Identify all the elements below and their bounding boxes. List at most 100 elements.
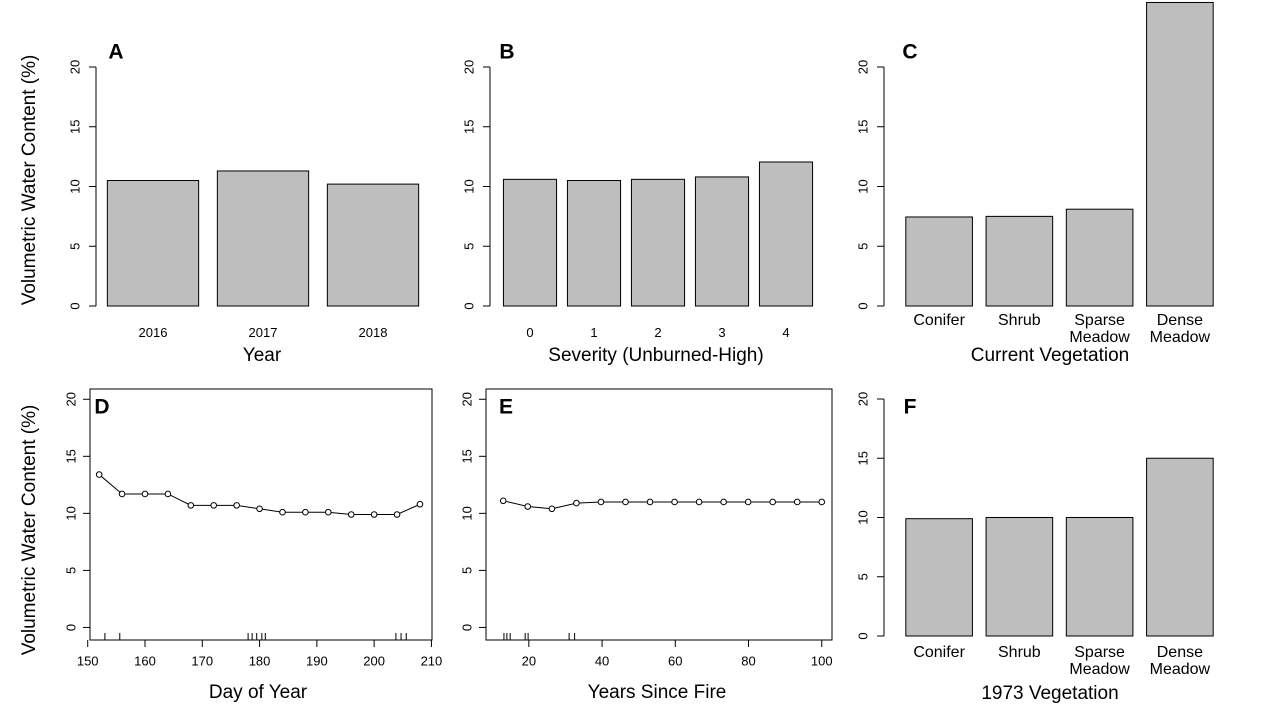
- y-tick-label: 15: [855, 451, 870, 465]
- y-tick-label: 15: [63, 449, 78, 463]
- y-tick-label: 10: [67, 179, 82, 193]
- panel-label: F: [904, 396, 917, 419]
- point: [573, 499, 580, 507]
- panel-label: B: [499, 41, 514, 64]
- y-tick-label: 5: [855, 243, 870, 250]
- x-tick-label: 0: [526, 325, 534, 340]
- point: [524, 503, 532, 510]
- point: [646, 498, 654, 506]
- x-tick-label: 200: [363, 653, 385, 668]
- y-tick-label: 10: [855, 179, 870, 193]
- x-tick-label: 3: [718, 325, 726, 340]
- x-tick-label: Conifer: [913, 644, 965, 661]
- point: [793, 498, 801, 506]
- bar: [1065, 517, 1134, 637]
- point: [671, 498, 678, 506]
- point: [302, 508, 309, 516]
- y-tick-label: 15: [461, 120, 476, 134]
- x-tick-label: 2: [654, 325, 662, 340]
- point: [187, 502, 195, 509]
- y-axis-title: Volumetric Water Content (%): [19, 55, 40, 306]
- point: [597, 498, 605, 506]
- x-tick-label: Sparse Meadow: [1069, 644, 1130, 678]
- bar: [905, 216, 973, 307]
- bar: [1065, 208, 1134, 307]
- x-tick-label: 2016: [138, 325, 168, 340]
- x-tick-label: 170: [191, 653, 213, 668]
- bar: [216, 170, 310, 307]
- x-tick-label: 100: [811, 653, 833, 668]
- point: [818, 498, 826, 506]
- y-tick-label: 5: [63, 567, 78, 574]
- point: [164, 490, 172, 498]
- point: [744, 498, 752, 506]
- x-axis-title: Years Since Fire: [588, 682, 727, 703]
- x-tick-label: 40: [595, 653, 609, 668]
- y-tick-label: 5: [461, 243, 476, 250]
- bar: [985, 215, 1054, 307]
- bar: [758, 161, 814, 307]
- x-tick-label: 60: [668, 653, 682, 668]
- point: [622, 498, 629, 506]
- y-tick-label: 0: [855, 632, 870, 639]
- bar: [502, 178, 558, 307]
- bar: [1146, 457, 1214, 637]
- y-tick-label: 10: [63, 506, 78, 520]
- bar: [106, 180, 200, 307]
- y-tick-label: 5: [855, 573, 870, 580]
- panel-label: D: [94, 396, 109, 419]
- line: [503, 500, 822, 510]
- x-tick-label: 80: [741, 653, 755, 668]
- point: [499, 497, 507, 505]
- y-tick-label: 20: [67, 60, 82, 74]
- point: [256, 505, 263, 513]
- x-tick-label: 4: [782, 325, 790, 340]
- y-tick-label: 0: [855, 302, 870, 309]
- y-tick-label: 20: [855, 392, 870, 406]
- y-tick-label: 20: [855, 60, 870, 74]
- plot-frame: [485, 388, 833, 641]
- point: [118, 490, 126, 498]
- bar: [905, 518, 973, 637]
- x-tick-label: Conifer: [913, 312, 965, 329]
- point: [769, 498, 776, 506]
- bar: [985, 517, 1054, 637]
- x-tick-label: 1: [590, 325, 598, 340]
- x-tick-label: 2018: [358, 325, 388, 340]
- x-axis-title: Year: [243, 345, 282, 366]
- y-tick-label: 10: [461, 179, 476, 193]
- bar: [566, 180, 622, 307]
- point: [695, 498, 703, 506]
- y-axis-title: Volumetric Water Content (%): [19, 405, 40, 656]
- x-tick-label: Dense Meadow: [1149, 312, 1211, 346]
- bar: [326, 183, 420, 307]
- y-tick-label: 5: [459, 567, 474, 574]
- y-tick-label: 0: [459, 624, 474, 631]
- x-axis-title: 1973 Vegetation: [981, 683, 1118, 704]
- x-axis-title: Day of Year: [209, 682, 308, 703]
- x-tick-label: Sparse Meadow: [1069, 312, 1130, 346]
- x-axis-title: Current Vegetation: [971, 345, 1129, 366]
- bar: [694, 176, 750, 307]
- y-tick-label: 0: [461, 302, 476, 309]
- x-tick-label: Shrub: [998, 312, 1041, 329]
- point: [325, 508, 332, 516]
- point: [279, 508, 286, 516]
- point: [95, 471, 103, 478]
- y-tick-label: 10: [855, 510, 870, 524]
- y-tick-label: 20: [461, 60, 476, 74]
- panel-label: A: [108, 41, 123, 64]
- x-tick-label: 190: [306, 653, 328, 668]
- point: [416, 500, 424, 508]
- bar: [630, 178, 686, 307]
- point: [141, 490, 149, 498]
- y-tick-label: 15: [459, 449, 474, 463]
- x-tick-label: Dense Meadow: [1149, 644, 1211, 678]
- point: [548, 505, 556, 513]
- point: [393, 511, 401, 518]
- y-tick-label: 15: [67, 120, 82, 134]
- point: [210, 502, 218, 509]
- panel-label: C: [902, 41, 917, 64]
- x-tick-label: 2017: [248, 325, 278, 340]
